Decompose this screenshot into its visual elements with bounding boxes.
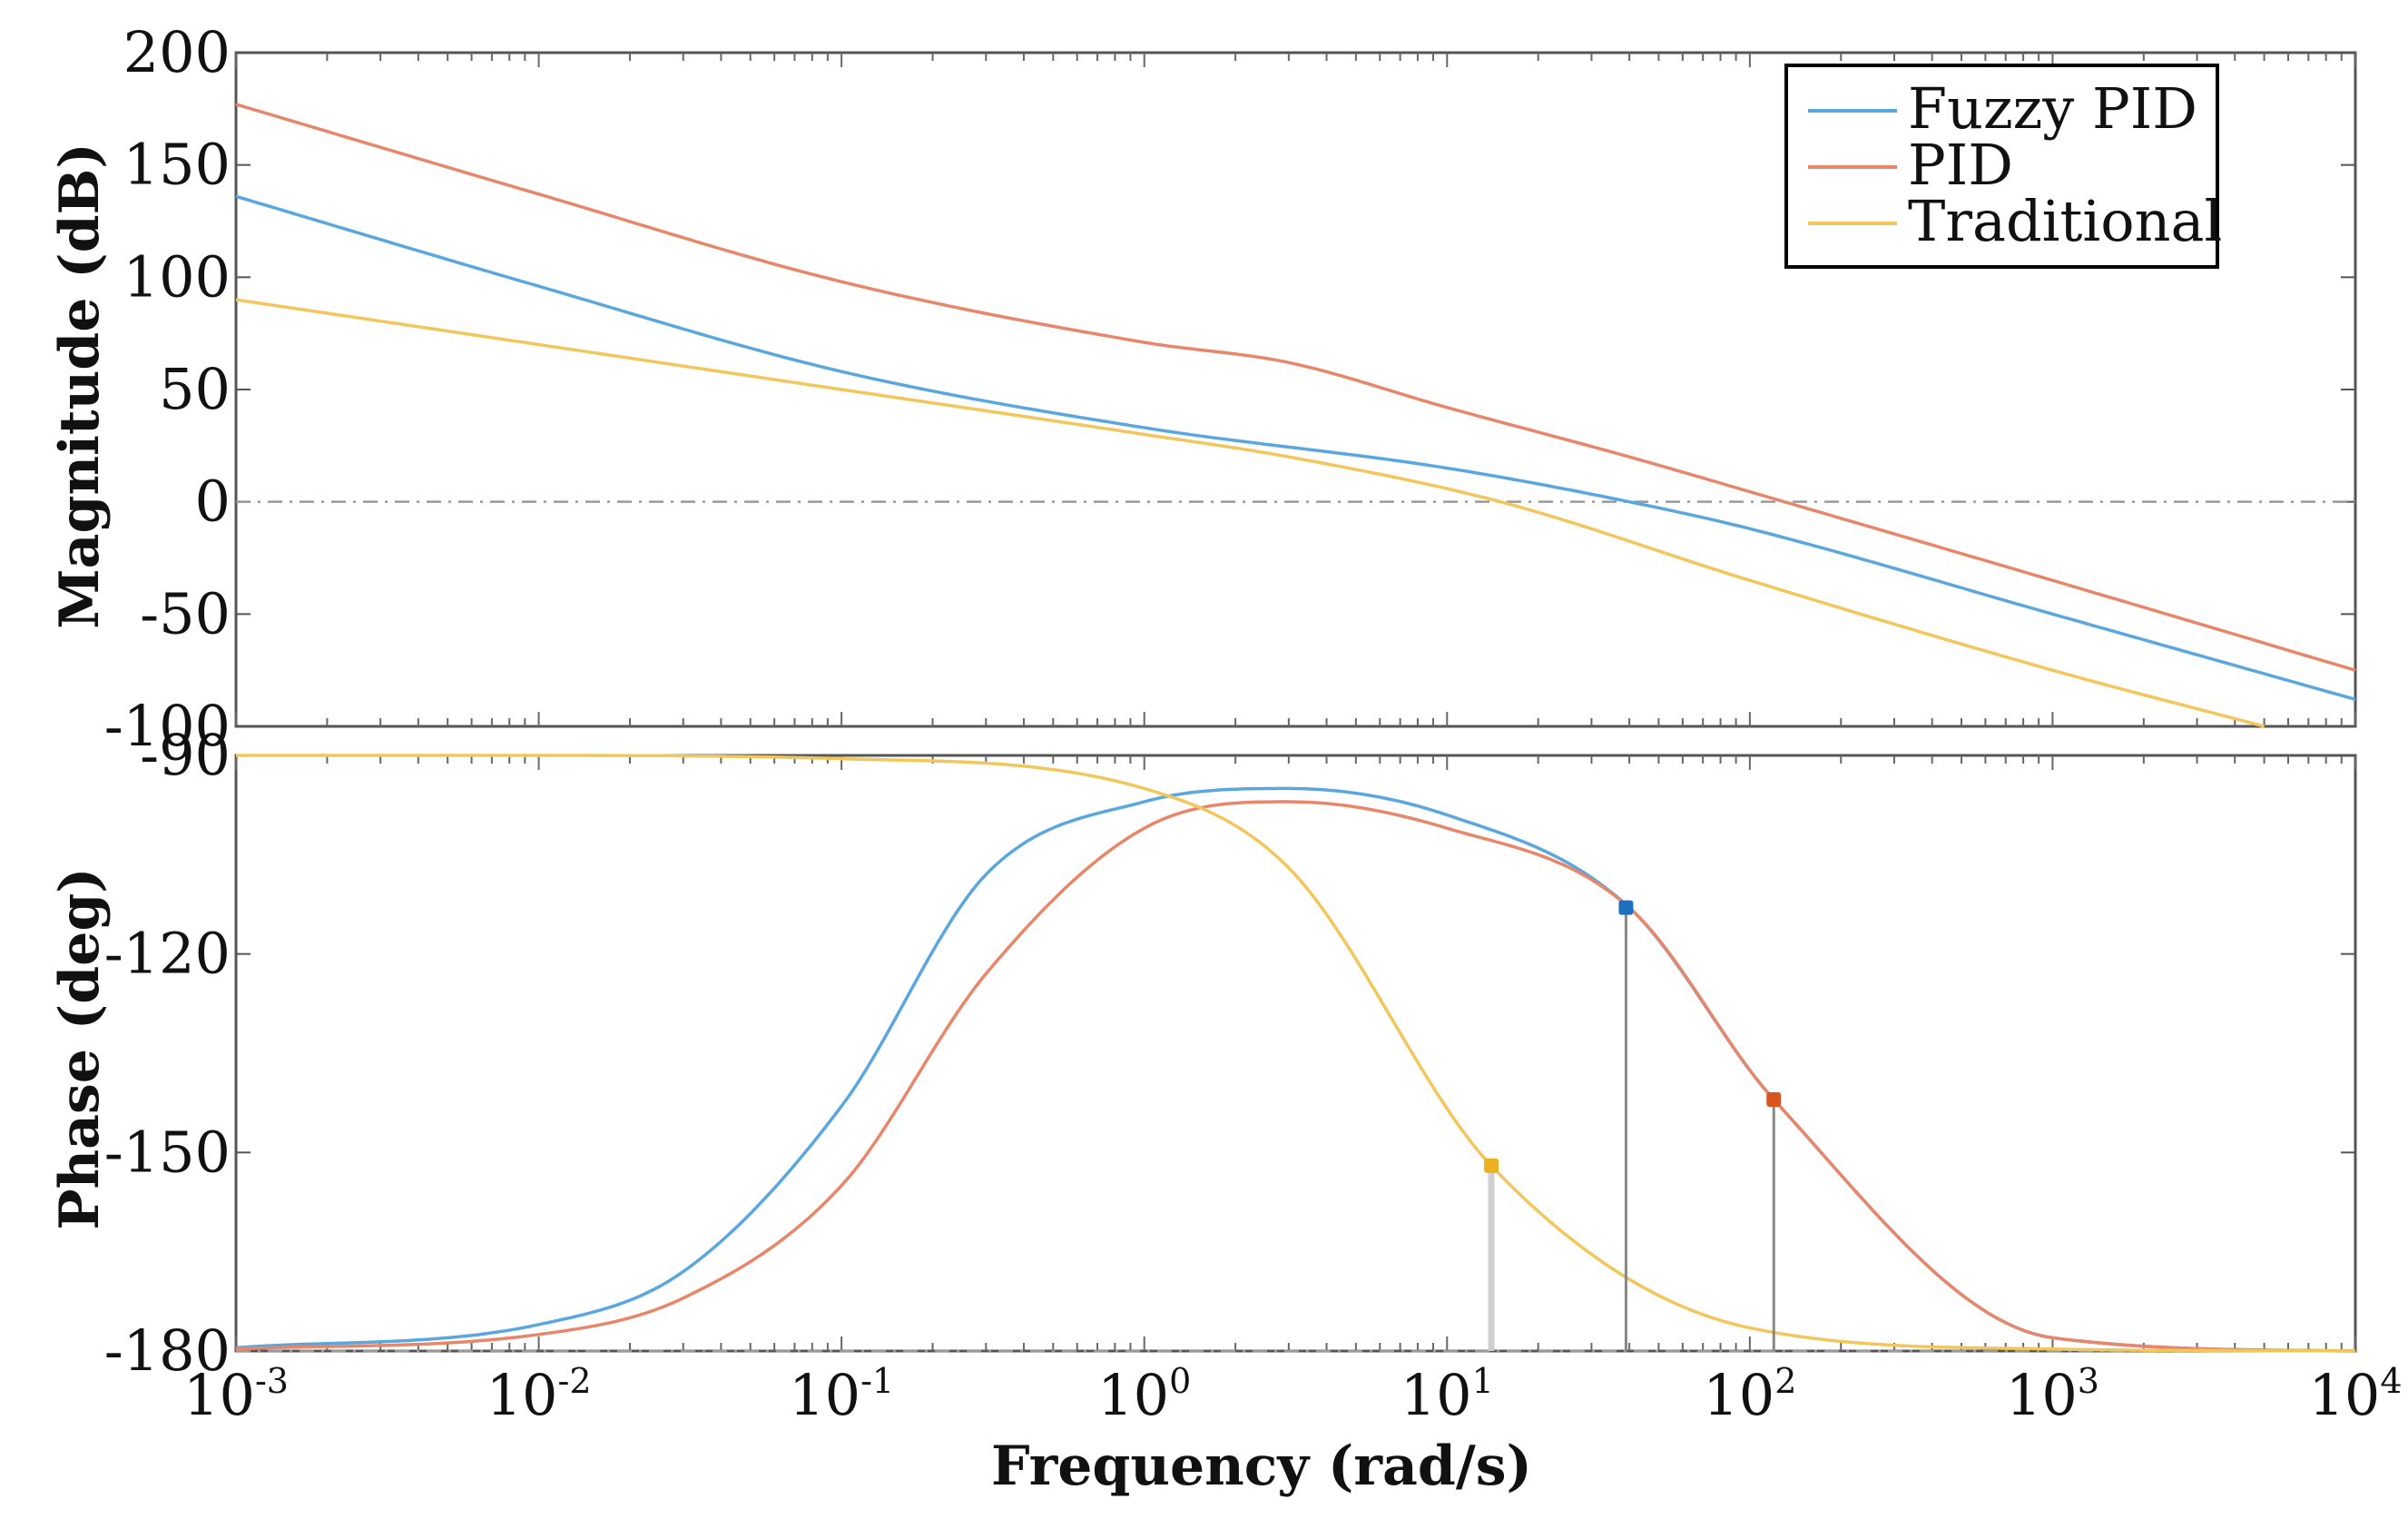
phase-series-pid (235, 800, 2356, 1353)
magnitude-y-tick-label: -50 (140, 580, 231, 646)
magnitude-series-fuzzy-pid (235, 194, 2356, 701)
x-tick-label: 101 (1401, 1361, 1494, 1428)
phase-axes-box (234, 754, 2357, 1353)
magnitude-y-tick-label: -100 (104, 693, 231, 759)
magnitude-axes: 200 150 100 50 0 -50 -100 (104, 19, 2357, 759)
legend-label-pid: PID (1908, 132, 2013, 198)
magnitude-series-pid (235, 103, 2356, 672)
x-tick-label: 103 (2006, 1361, 2099, 1428)
legend-label-fuzzy-pid: Fuzzy PID (1908, 75, 2197, 142)
magnitude-y-tick-label: 100 (123, 243, 231, 310)
x-tick-label: 10-2 (487, 1361, 592, 1428)
x-tick-label: 10-3 (183, 1361, 289, 1428)
magnitude-series-traditional (235, 298, 2265, 728)
x-tick-label: 100 (1097, 1361, 1191, 1428)
x-tick-label: 10-1 (789, 1361, 894, 1428)
x-tick-label: 102 (1703, 1361, 1796, 1428)
magnitude-y-tick-label: 0 (195, 469, 231, 535)
crossover-marker-traditional (1484, 1158, 1499, 1173)
legend-label-traditional: Traditional (1908, 188, 2222, 254)
phase-y-tick-label: -90 (140, 722, 231, 788)
phase-y-tick-label: -120 (104, 921, 231, 987)
phase-series-traditional (236, 754, 2356, 1353)
phase-series-fuzzy-pid (235, 786, 2356, 1353)
phase-y-tick-label: -180 (104, 1317, 231, 1384)
phase-y-tick-label: -150 (104, 1119, 231, 1185)
magnitude-y-tick-label: 150 (123, 132, 231, 198)
x-tick-label: 104 (2308, 1361, 2402, 1428)
magnitude-y-tick-label: 200 (123, 19, 231, 85)
phase-y-axis-title: Phase (deg) (48, 867, 112, 1229)
magnitude-y-tick-label: 50 (159, 356, 231, 422)
crossover-marker-fuzzy-pid (1618, 900, 1634, 915)
x-tick-labels: 10-3 10-2 10-1 100 101 102 103 104 (183, 1361, 2403, 1428)
magnitude-y-axis-title: Magnitude (dB) (48, 143, 112, 628)
legend: Fuzzy PID PID Traditional (1784, 64, 2222, 269)
phase-axes: -90 -120 -150 -180 (104, 722, 2357, 1384)
x-axis-title: Frequency (rad/s) (991, 1435, 1532, 1498)
crossover-marker-pid (1766, 1092, 1782, 1108)
